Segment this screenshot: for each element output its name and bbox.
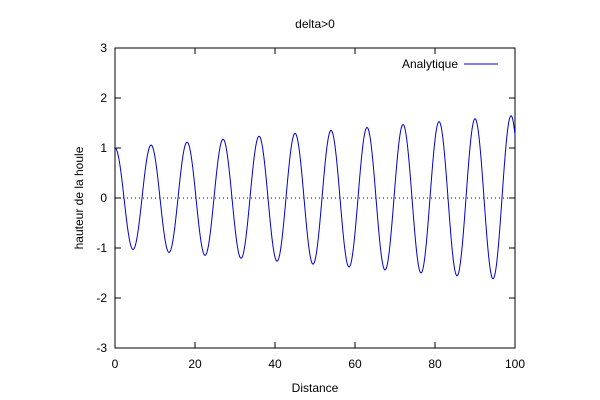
legend: Analytique xyxy=(402,57,498,71)
x-tick-label: 100 xyxy=(505,357,525,371)
x-tick-label: 40 xyxy=(268,357,282,371)
y-tick-label: 0 xyxy=(100,191,107,205)
y-tick-label: -3 xyxy=(96,341,107,355)
y-tick-label: -2 xyxy=(96,291,107,305)
x-axis-label: Distance xyxy=(292,381,339,395)
chart-title: delta>0 xyxy=(295,17,335,31)
x-tick-label: 80 xyxy=(428,357,442,371)
series-line-analytique xyxy=(114,115,516,280)
y-tick-label: 1 xyxy=(100,141,107,155)
y-axis-label: hauteur de la houle xyxy=(72,146,86,249)
x-tick-label: 20 xyxy=(188,357,202,371)
x-tick-label: 0 xyxy=(112,357,119,371)
x-tick-label: 60 xyxy=(348,357,362,371)
legend-label: Analytique xyxy=(402,57,458,71)
y-tick-label: -1 xyxy=(96,241,107,255)
y-tick-label: 2 xyxy=(100,91,107,105)
x-axis: 0 20 40 60 80 100 xyxy=(112,48,525,371)
y-tick-label: 3 xyxy=(100,41,107,55)
